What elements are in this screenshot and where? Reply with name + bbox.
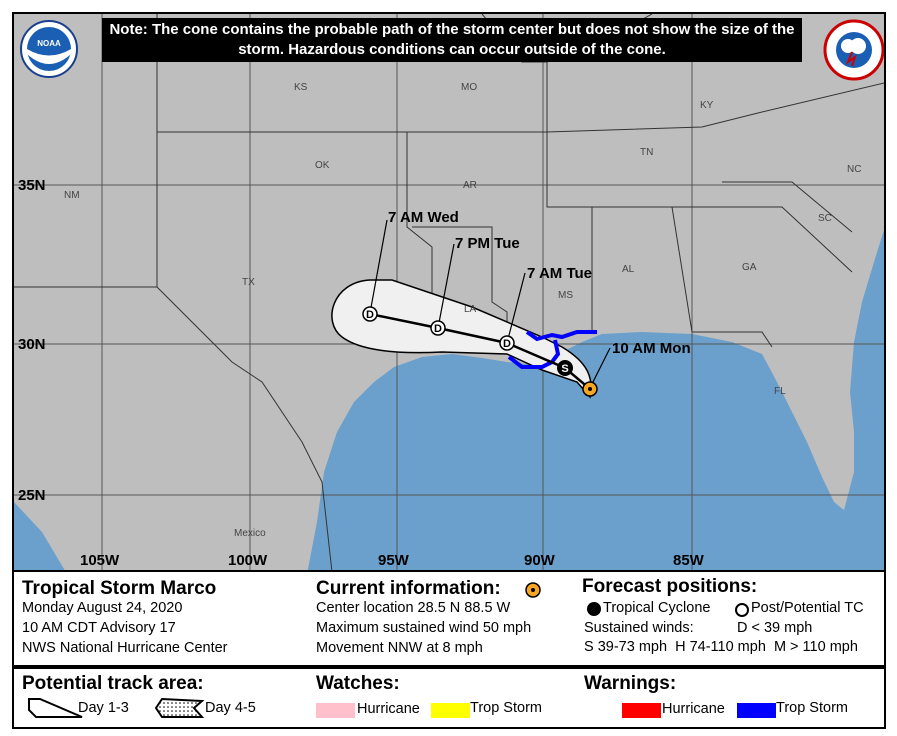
- tc-label: Tropical Cyclone: [603, 600, 711, 616]
- cone-note: Note: The cone contains the probable pat…: [102, 18, 802, 62]
- sustained-label: Sustained winds:: [584, 620, 694, 636]
- day45-label: Day 4-5: [205, 700, 256, 716]
- forecast-point-s: [557, 360, 573, 376]
- max-wind: Maximum sustained wind 50 mph: [316, 620, 532, 636]
- nws-logo: [823, 19, 884, 81]
- noaa-logo: NOAA: [20, 20, 78, 78]
- time-label: 7 PM Tue: [455, 235, 520, 252]
- tropical-storm-warning: [507, 330, 597, 369]
- center-location: Center location 28.5 N 88.5 W: [316, 600, 511, 616]
- state-label: MO: [461, 82, 477, 93]
- state-label: GA: [742, 262, 757, 273]
- state-label: LA: [464, 304, 477, 315]
- svg-text:NOAA: NOAA: [37, 39, 61, 48]
- issuing-center: NWS National Hurricane Center: [22, 640, 228, 656]
- ts-warning-label: Trop Storm: [776, 700, 848, 716]
- post-tc-icon: [735, 603, 749, 617]
- map-canvas: D D D S 7 AM Wed 7 PM Tue 7 AM Tue 10 AM…: [14, 14, 884, 570]
- point-symbol: D: [503, 338, 511, 350]
- tropical-cyclone-icon: [587, 602, 601, 616]
- state-label: Mexico: [234, 528, 266, 539]
- state-label: AR: [463, 180, 477, 191]
- pacific-ocean: [14, 502, 65, 570]
- hurricane-watch-swatch: [316, 703, 355, 718]
- day13-cone-icon: [28, 698, 83, 718]
- warnings-title: Warnings:: [584, 673, 677, 694]
- state-label: OK: [315, 160, 330, 171]
- day45-cone-icon: [154, 697, 205, 718]
- shm-categories: S 39-73 mph H 74-110 mph M > 110 mph: [584, 639, 858, 655]
- forecast-point-d: [362, 306, 378, 322]
- ts-warning-swatch: [737, 703, 776, 718]
- date: Monday August 24, 2020: [22, 600, 183, 616]
- state-label: AL: [622, 264, 635, 275]
- forecast-title: Forecast positions:: [582, 576, 758, 597]
- legend-panel: Potential track area: Day 1-3 Day 4-5 Wa…: [12, 667, 886, 729]
- current-title: Current information:: [316, 578, 501, 599]
- hurricane-warning-label: Hurricane: [662, 701, 725, 717]
- point-symbol: S: [561, 363, 568, 375]
- state-label: TN: [640, 147, 653, 158]
- state-label: KY: [700, 100, 714, 111]
- state-label: KS: [294, 82, 308, 93]
- lon-label: 100W: [228, 552, 268, 569]
- post-tc-label: Post/Potential TC: [751, 600, 864, 616]
- time-label: 10 AM Mon: [612, 340, 691, 357]
- d-category: D < 39 mph: [737, 620, 813, 636]
- state-label: FL: [774, 386, 786, 397]
- lat-label: 25N: [18, 487, 46, 504]
- grid-lines: [14, 14, 884, 570]
- watches-title: Watches:: [316, 673, 400, 694]
- state-label: TX: [242, 277, 255, 288]
- time-label: 7 AM Wed: [388, 209, 459, 226]
- track-title: Potential track area:: [22, 673, 204, 694]
- point-symbol: D: [434, 323, 442, 335]
- lat-label: 35N: [18, 177, 46, 194]
- forecast-point-d: [499, 335, 515, 351]
- lat-label: 30N: [18, 336, 46, 353]
- gulf-of-mexico: [307, 229, 884, 570]
- advisory: 10 AM CDT Advisory 17: [22, 620, 176, 636]
- hurricane-watch-label: Hurricane: [357, 701, 420, 717]
- forecast-cone: [331, 279, 592, 399]
- time-label: 7 AM Tue: [527, 265, 592, 282]
- state-label: MS: [558, 290, 573, 301]
- lon-label: 90W: [524, 552, 556, 569]
- storm-name: Tropical Storm Marco: [22, 578, 217, 599]
- hurricane-warning-swatch: [622, 703, 661, 718]
- state-label: NC: [847, 164, 861, 175]
- point-symbol: D: [366, 309, 374, 321]
- state-label: SC: [818, 213, 832, 224]
- current-position-icon: [525, 582, 541, 598]
- lon-label: 105W: [80, 552, 120, 569]
- current-position-dot: [588, 387, 592, 391]
- lon-label: 95W: [378, 552, 410, 569]
- ts-watch-label: Trop Storm: [470, 700, 542, 716]
- movement: Movement NNW at 8 mph: [316, 640, 483, 656]
- ts-watch-swatch: [431, 703, 470, 718]
- storm-map: D D D S 7 AM Wed 7 PM Tue 7 AM Tue 10 AM…: [12, 12, 886, 572]
- label-leaders: [369, 219, 611, 389]
- info-panel: Tropical Storm Marco Monday August 24, 2…: [12, 572, 886, 667]
- state-label: NM: [64, 190, 80, 201]
- lon-label: 85W: [673, 552, 705, 569]
- forecast-point-d: [430, 320, 446, 336]
- day13-label: Day 1-3: [78, 700, 129, 716]
